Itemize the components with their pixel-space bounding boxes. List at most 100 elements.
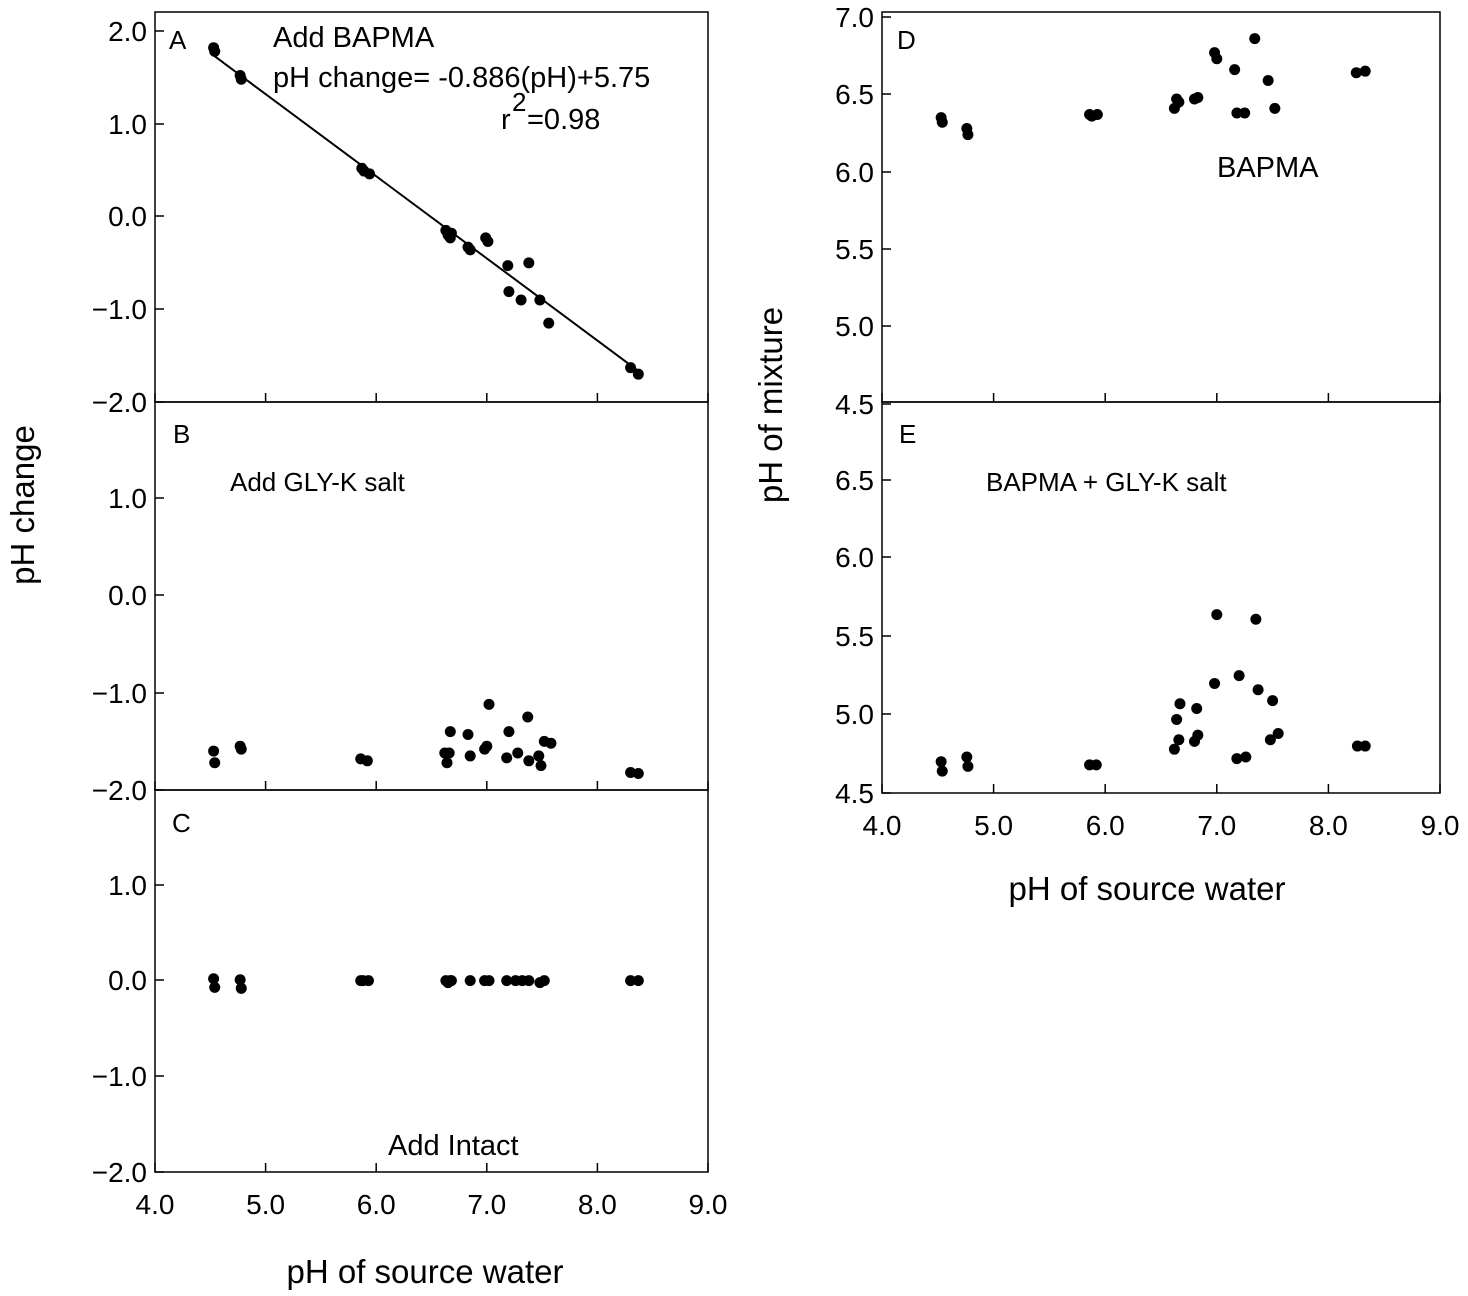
data-point (464, 975, 476, 987)
x-tick-label: 5.0 (974, 810, 1013, 841)
data-point (632, 975, 644, 987)
data-point (1091, 109, 1103, 121)
data-point (523, 755, 535, 767)
data-point (1269, 102, 1281, 114)
annotation-add-intact: Add Intact (388, 1130, 519, 1162)
data-point (502, 260, 514, 272)
data-point (625, 975, 637, 987)
data-point (501, 752, 513, 764)
data-point (1240, 751, 1252, 763)
y-tick-label: −2.0 (92, 387, 147, 418)
annotation-r: r (501, 104, 511, 136)
data-point (1173, 734, 1185, 746)
data-point (444, 726, 456, 738)
annotation-superscript-2: 2 (512, 87, 526, 117)
panel-e: 6.5 6.0 5.5 5.0 4.54.0 5.0 6.0 7.0 8.0 9.0 E BAPMA … (835, 401, 1459, 841)
y-tick-label: 5.0 (835, 699, 874, 730)
x-tick-label: 8.0 (578, 1189, 617, 1220)
panel-label-d: D (897, 25, 916, 55)
annotation-bapma: BAPMA (1217, 152, 1319, 184)
regression-line (209, 52, 643, 375)
y-tick-label: −2.0 (92, 775, 147, 806)
data-point (464, 244, 476, 256)
y-tick-label: 4.5 (835, 778, 874, 809)
data-point (208, 745, 220, 757)
y-tick-label: −1.0 (92, 1061, 147, 1092)
data-point (235, 73, 247, 85)
x-tick-label: 8.0 (1309, 810, 1348, 841)
y-tick-label: 4.5 (835, 389, 874, 420)
data-point (503, 726, 515, 738)
y-tick-label: 6.0 (835, 542, 874, 573)
data-point (483, 975, 495, 987)
y-tick-label: 1.0 (108, 483, 147, 514)
y-tick-label: −2.0 (92, 1157, 147, 1188)
data-point (545, 737, 557, 749)
data-point (538, 975, 550, 987)
data-point (441, 757, 453, 769)
data-point (1351, 740, 1363, 752)
x-tick-label: 6.0 (1086, 810, 1125, 841)
y-tick-label: 6.5 (835, 79, 874, 110)
data-point (209, 981, 221, 993)
data-point (1249, 33, 1261, 45)
data-point (235, 982, 247, 994)
panel-b: 1.0 0.0 −1.0 −2.0 B Add GLY-K salt (92, 401, 709, 806)
data-point (936, 765, 948, 777)
data-point (1192, 729, 1204, 741)
panel-c: 1.0 0.0 −1.0 −2.04.0 5.0 6.0 7.0 8.0 9.0 C Add Int… (92, 789, 727, 1220)
panels: 2.0 1.0 0.0 −1.0 −2.0 A Add BAPMA pH change= -0… (92, 2, 1460, 1220)
y-axis-title-ph-mixture: pH of mixture (752, 307, 789, 503)
data-point (1272, 728, 1284, 740)
data-point (1231, 107, 1243, 119)
data-point (445, 975, 457, 987)
data-point (632, 767, 644, 779)
panel-d: 7.0 6.5 6.0 5.5 5.0 4.5 D BAPMA (835, 2, 1441, 420)
data-point (209, 757, 221, 769)
plot-frame (154, 401, 709, 791)
data-point (1174, 698, 1186, 710)
data-point (1359, 740, 1371, 752)
data-point (462, 729, 474, 741)
data-point (1233, 670, 1245, 682)
y-tick-label: 1.0 (108, 109, 147, 140)
x-tick-label: 7.0 (1197, 810, 1236, 841)
data-point (445, 227, 457, 239)
panel-label-a: A (169, 25, 187, 55)
data-point (512, 747, 524, 759)
data-point (535, 760, 547, 772)
data-point (1192, 91, 1204, 103)
data-point (935, 756, 947, 768)
data-point (1209, 677, 1221, 689)
data-point (481, 740, 493, 752)
plot-frame (154, 789, 709, 1173)
data-point (234, 974, 246, 986)
data-point (503, 286, 515, 298)
data-point (364, 168, 376, 180)
data-point (443, 747, 455, 759)
y-tick-label: 1.0 (108, 870, 147, 901)
data-point (1173, 96, 1185, 108)
data-point (1168, 743, 1180, 755)
y-tick-label: 2.0 (108, 16, 147, 47)
x-tick-label: 4.0 (136, 1189, 175, 1220)
annotation-add-bapma: Add BAPMA (273, 22, 435, 54)
data-point (625, 362, 637, 374)
y-tick-label: 5.0 (835, 311, 874, 342)
y-tick-label: 6.0 (835, 157, 874, 188)
data-point (1231, 753, 1243, 765)
data-point (1191, 702, 1203, 714)
plot-frame (881, 401, 1441, 794)
data-point (534, 294, 546, 306)
x-tick-label: 6.0 (357, 1189, 396, 1220)
x-tick-label: 5.0 (246, 1189, 285, 1220)
y-tick-label: 7.0 (835, 2, 874, 33)
data-point (361, 755, 373, 767)
x-axis-title-left: pH of source water (287, 1253, 564, 1290)
panel-label-c: C (172, 808, 191, 838)
data-point (632, 368, 644, 380)
y-tick-label: 6.5 (835, 465, 874, 496)
data-point (209, 45, 221, 57)
data-point (1252, 684, 1264, 696)
